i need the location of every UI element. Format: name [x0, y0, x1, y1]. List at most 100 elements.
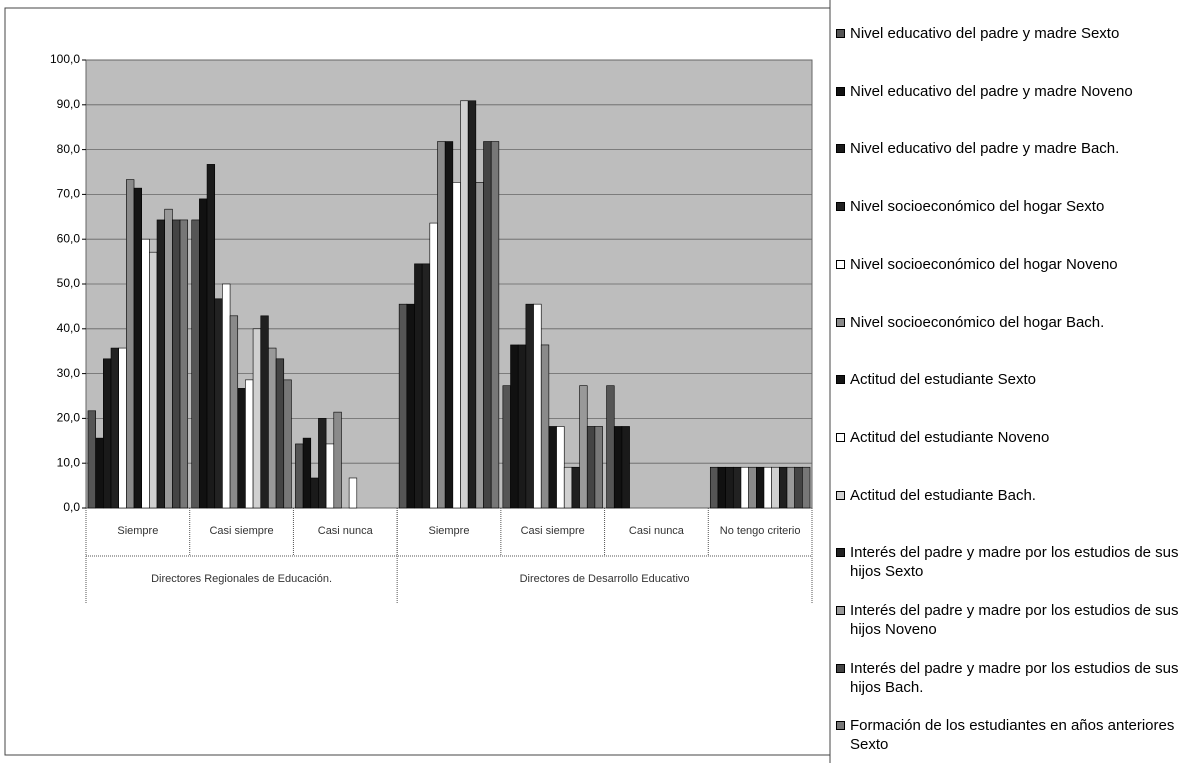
bar — [437, 141, 446, 509]
bar — [222, 283, 231, 509]
bar — [771, 466, 780, 509]
y-tick-label: 100,0 — [50, 52, 80, 66]
bar — [141, 238, 150, 509]
bar — [621, 426, 630, 509]
bar — [199, 198, 208, 509]
legend-label: Actitud del estudiante Noveno — [850, 428, 1050, 446]
y-tick-label: 40,0 — [57, 321, 81, 335]
bar — [429, 222, 438, 509]
legend-label: Nivel educativo del padre y madre Bach. — [850, 140, 1120, 158]
legend-swatch — [836, 375, 845, 385]
y-tick-label: 70,0 — [57, 187, 81, 201]
legend-entry: Nivel socioeconómico del hogar Noveno — [836, 255, 1198, 274]
bar — [475, 182, 484, 509]
y-tick-label: 10,0 — [57, 455, 81, 469]
bar — [275, 358, 285, 509]
bar — [421, 263, 431, 509]
x-tick-label: Siempre — [117, 525, 159, 537]
x-tick-label: Casi nunca — [317, 525, 373, 537]
bar — [740, 466, 749, 509]
bar — [725, 466, 734, 509]
bar — [191, 219, 200, 509]
bar — [172, 219, 181, 509]
bar — [348, 477, 358, 509]
bar — [571, 466, 580, 509]
bar — [460, 100, 469, 509]
legend-label: Nivel educativo del padre y madre Noveno — [850, 82, 1133, 100]
bar — [214, 298, 223, 509]
bar — [594, 426, 603, 509]
bar — [586, 426, 596, 509]
bar — [95, 437, 104, 509]
legend-entry: Actitud del estudiante Sexto — [836, 370, 1198, 389]
bar — [613, 426, 623, 509]
legend-entry: Nivel educativo del padre y madre Bach. — [836, 139, 1198, 158]
legend-swatch — [836, 721, 845, 731]
legend-label: Actitud del estudiante Sexto — [850, 371, 1036, 389]
bar — [709, 466, 719, 509]
bar — [483, 141, 492, 509]
bar — [252, 328, 262, 509]
bar — [517, 344, 527, 509]
bar — [164, 208, 173, 509]
bar — [237, 388, 246, 509]
bar — [732, 466, 742, 509]
bar — [452, 182, 461, 509]
bar — [229, 315, 239, 509]
y-tick-label: 90,0 — [57, 97, 81, 111]
legend-label: Interés del padre y madre por los estudi… — [850, 659, 1179, 696]
legend-label: Nivel socioeconómico del hogar Sexto — [850, 198, 1105, 216]
bar — [133, 187, 142, 509]
bar — [510, 344, 519, 509]
legend-swatch — [836, 548, 845, 558]
bar — [406, 303, 415, 509]
bar — [398, 303, 408, 509]
bar — [444, 141, 454, 509]
bar — [110, 347, 119, 509]
bar — [548, 426, 557, 509]
bar — [245, 379, 254, 509]
bar — [579, 385, 588, 509]
y-tick-label: 60,0 — [57, 231, 81, 245]
legend-entry: Interés del padre y madre por los estudi… — [836, 601, 1198, 639]
legend-entry: Actitud del estudiante Noveno — [836, 428, 1198, 447]
legend-label: Interés del padre y madre por los estudi… — [850, 602, 1179, 638]
bar — [540, 344, 550, 509]
bar — [756, 466, 765, 509]
bar — [786, 466, 795, 509]
legend-swatch — [836, 663, 845, 673]
bar — [606, 385, 615, 509]
x-tick-label: Casi siempre — [520, 525, 585, 537]
legend-swatch — [836, 259, 845, 269]
legend-swatch — [836, 317, 845, 327]
x-tick-label: No tengo criterio — [719, 525, 801, 537]
legend-label: Formación de los estudiantes en años ant… — [850, 717, 1175, 754]
bar — [748, 466, 757, 509]
group-label: Directores de Desarrollo Educativo — [519, 573, 690, 585]
bar — [525, 303, 534, 509]
legend-swatch — [836, 202, 845, 212]
y-tick-label: 50,0 — [57, 276, 81, 290]
bar — [126, 179, 135, 509]
legend-entry: Interés del padre y madre por los estudi… — [836, 659, 1198, 697]
bar — [563, 466, 573, 509]
bar — [533, 303, 542, 509]
bar — [556, 426, 565, 509]
legend-entry: Nivel educativo del padre y madre Noveno — [836, 82, 1198, 101]
bar — [206, 164, 216, 509]
bar — [156, 219, 166, 509]
bar — [490, 141, 500, 509]
group-label: Directores Regionales de Educación. — [151, 573, 333, 585]
x-tick-label: Casi siempre — [209, 525, 274, 537]
legend-entry: Formación de los estudiantes en años ant… — [836, 716, 1198, 754]
x-tick-label: Casi nunca — [628, 525, 684, 537]
legend-entry: Nivel socioeconómico del hogar Bach. — [836, 313, 1198, 332]
legend-swatch — [836, 86, 845, 96]
bar — [802, 466, 811, 509]
bar — [260, 315, 269, 509]
bar — [283, 379, 292, 509]
legend-swatch — [836, 490, 845, 500]
bar — [87, 410, 96, 509]
